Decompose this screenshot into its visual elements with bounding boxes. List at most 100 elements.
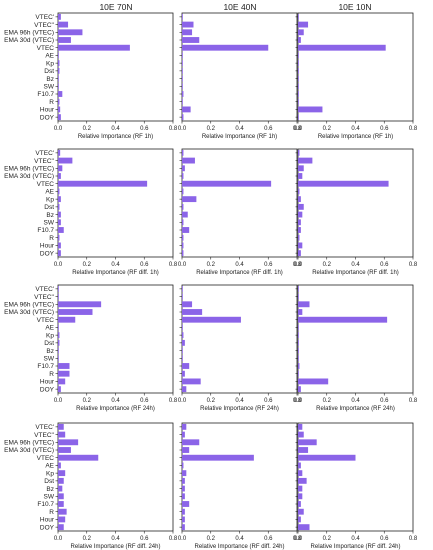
bar-kp (298, 196, 301, 203)
bar-r (182, 370, 185, 377)
bar-vtec (58, 454, 99, 461)
x-tick-label: 0.0 (54, 126, 63, 132)
bar-bz (58, 211, 61, 218)
y-tick-label: Kp (46, 60, 54, 67)
bar-kp (182, 470, 187, 477)
x-tick-label: 0.6 (140, 262, 149, 268)
x-tick-label: 0.2 (207, 126, 216, 132)
x-tick-label: 0.4 (235, 126, 244, 132)
bar-doy (58, 386, 61, 393)
bar-hour (182, 242, 184, 249)
bar-bz (58, 347, 59, 354)
x-tick-label: 0.8 (409, 536, 418, 542)
bar-ae (58, 52, 59, 59)
x-tick-label: 0.4 (111, 398, 120, 404)
y-tick-label: R (49, 99, 54, 106)
bar-ema-30d-vtec- (298, 173, 303, 179)
x-axis-label: Relative Importance (RF diff. 1h) (72, 270, 159, 276)
y-tick-label: Hour (40, 107, 55, 114)
y-tick-label: R (49, 371, 54, 378)
x-axis-label: Relative Importance (RF 24h) (76, 406, 155, 412)
x-tick-label: 0.2 (83, 126, 92, 132)
bar-ema-30d-vtec- (182, 447, 190, 453)
y-tick-label: EMA 96h (VTEC) (4, 439, 54, 446)
x-tick-label: 0.8 (409, 126, 418, 132)
bar-hour (182, 106, 191, 113)
bar-ema-96h-vtec- (182, 301, 193, 308)
x-tick-label: 0.4 (235, 398, 244, 404)
bar-f10-7 (58, 227, 64, 233)
bar-vtec (182, 180, 272, 187)
bar-r (298, 508, 304, 515)
y-tick-label: DOY (40, 114, 55, 121)
y-tick-label: DOY (40, 524, 55, 531)
bar-hour (182, 516, 185, 523)
x-axis-label: Relative Importance (RF 24h) (316, 406, 395, 412)
x-tick-label: 0.2 (323, 398, 332, 404)
x-tick-label: 0.0 (178, 262, 187, 268)
x-tick-label: 0.6 (380, 536, 389, 542)
subplot-r1-c1: 0.0 0.2 0.4 0.6 0.8 Relative Importance (RF d… (178, 148, 302, 276)
bar-vtec- (298, 149, 300, 156)
bar-vtec (182, 44, 269, 51)
bar-f10-7 (58, 363, 70, 369)
x-tick-label: 0.8 (293, 126, 302, 132)
bar-r (182, 98, 183, 105)
axes-frame (181, 12, 298, 122)
x-axis-label: Relative Importance (RF 1h) (318, 134, 393, 140)
axes-frame (297, 284, 414, 394)
y-tick-label: VTEC'' (34, 294, 54, 301)
bar-vtec (182, 454, 254, 461)
x-tick-label: 0.8 (169, 126, 178, 132)
y-tick-label: F10.7 (37, 91, 54, 98)
subplot-r0-c1: 0.0 0.2 0.4 0.6 0.8 Relative Importance (RF 1… (178, 12, 302, 140)
bar-r (182, 234, 184, 241)
x-tick-label: 0.6 (380, 398, 389, 404)
bar-doy (182, 386, 187, 393)
subplot-r1-c0: VTEC'VTEC''EMA 96h (VTEC)EMA 30d (VTEC)V… (4, 148, 178, 276)
bar-vtec- (182, 21, 194, 28)
bar-sw (58, 355, 59, 362)
bar-doy (298, 524, 310, 531)
bar-dst (182, 203, 184, 210)
column-title-70n: 10E 70N (99, 2, 132, 12)
x-tick-label: 0.6 (264, 262, 273, 268)
bar-ae (298, 462, 301, 469)
bar-ema-96h-vtec- (58, 165, 63, 172)
y-tick-label: DOY (40, 250, 55, 257)
bar-vtec- (182, 293, 183, 300)
bar-sw (182, 83, 183, 90)
x-tick-label: 0.8 (169, 262, 178, 268)
y-tick-label: SW (44, 493, 55, 500)
subplot-r2-c1: 0.0 0.2 0.4 0.6 0.8 Relative Importance (RF 2… (178, 284, 302, 412)
bar-f10-7 (182, 501, 190, 507)
bar-ae (182, 462, 184, 469)
x-tick-label: 0.4 (235, 536, 244, 542)
bar-ema-30d-vtec- (58, 309, 93, 315)
y-tick-label: VTEC'' (34, 432, 54, 439)
bar-ae (58, 188, 60, 195)
bar-r (298, 234, 300, 241)
bar-vtec (58, 180, 148, 187)
bar-vtec (58, 316, 76, 323)
bar-vtec- (58, 423, 64, 430)
bar-ema-96h-vtec- (182, 29, 193, 36)
subplot-r3-c1: 0.0 0.2 0.4 0.6 0.8 Relative Importance (RF d… (178, 422, 302, 550)
bar-ema-96h-vtec- (182, 165, 185, 172)
y-tick-label: Bz (46, 486, 54, 493)
y-tick-label: Dst (44, 68, 54, 75)
y-tick-label: R (49, 509, 54, 516)
bar-hour (58, 378, 66, 385)
bar-ae (58, 462, 61, 469)
bar-sw (58, 219, 61, 226)
bar-ema-96h-vtec- (298, 301, 310, 308)
y-tick-label: SW (44, 355, 55, 362)
bar-ema-96h-vtec- (298, 439, 317, 446)
bar-vtec- (58, 149, 61, 156)
y-tick-label: EMA 30d (VTEC) (4, 37, 54, 44)
bar-ema-30d-vtec- (182, 309, 203, 315)
axes-frame (57, 148, 174, 258)
bar-ae (182, 188, 184, 195)
y-tick-label: DOY (40, 386, 55, 393)
